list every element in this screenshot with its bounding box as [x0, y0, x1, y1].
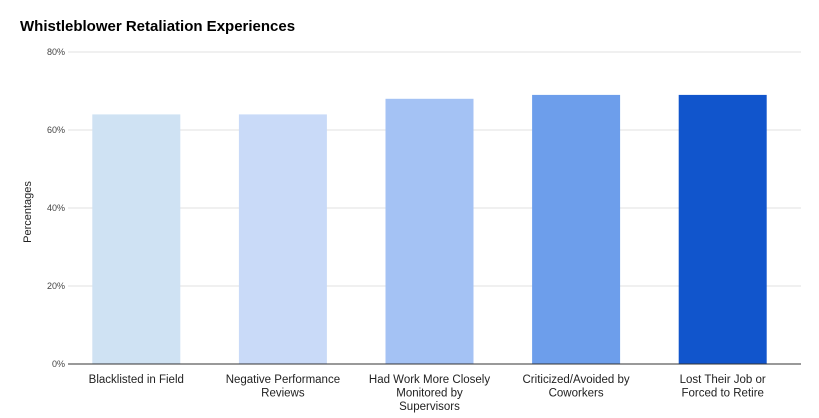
bar [385, 98, 474, 365]
y-axis-ticks: 0% 20% 40% 60% 80% [47, 47, 65, 369]
x-category-label: Negative Performance Reviews [226, 374, 340, 400]
x-axis-labels: Blacklisted in Field Negative Performance… [89, 374, 766, 413]
y-tick-label: 60% [47, 125, 65, 135]
bars [92, 94, 767, 365]
y-tick-label: 0% [52, 359, 65, 369]
bar [238, 114, 327, 365]
y-tick-label: 40% [47, 203, 65, 213]
x-category-label: Had Work More Closely Monitored by Supervi… [369, 374, 490, 413]
y-axis-title: Percentages [22, 181, 34, 243]
bar [532, 94, 621, 365]
x-category-label: Blacklisted in Field [89, 374, 184, 386]
y-tick-label: 80% [47, 47, 65, 57]
y-tick-label: 20% [47, 281, 65, 291]
bar [678, 94, 767, 365]
x-category-label: Lost Their Job or Forced to Retire [680, 374, 766, 400]
x-category-label: Criticized/Avoided by Coworkers [523, 374, 630, 400]
chart-title: Whistleblower Retaliation Experiences [20, 18, 295, 35]
bar [92, 114, 181, 365]
